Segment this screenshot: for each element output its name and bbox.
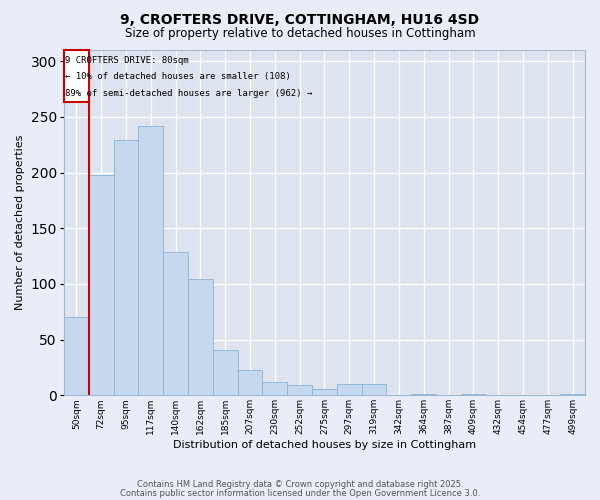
Text: Contains HM Land Registry data © Crown copyright and database right 2025.: Contains HM Land Registry data © Crown c… — [137, 480, 463, 489]
Text: Contains public sector information licensed under the Open Government Licence 3.: Contains public sector information licen… — [120, 489, 480, 498]
Bar — [262, 382, 287, 396]
Bar — [113, 140, 139, 396]
X-axis label: Distribution of detached houses by size in Cottingham: Distribution of detached houses by size … — [173, 440, 476, 450]
Y-axis label: Number of detached properties: Number of detached properties — [15, 135, 25, 310]
Bar — [188, 280, 213, 396]
Bar — [411, 394, 436, 396]
Bar — [213, 350, 238, 396]
Bar — [312, 388, 337, 396]
Text: 9 CROFTERS DRIVE: 80sqm: 9 CROFTERS DRIVE: 80sqm — [65, 56, 189, 64]
Bar — [238, 370, 262, 396]
Bar — [287, 386, 312, 396]
Bar — [337, 384, 362, 396]
Bar — [560, 394, 585, 396]
Bar — [89, 175, 113, 396]
Text: ← 10% of detached houses are smaller (108): ← 10% of detached houses are smaller (10… — [65, 72, 291, 82]
Bar — [461, 394, 486, 396]
Bar — [362, 384, 386, 396]
Text: Size of property relative to detached houses in Cottingham: Size of property relative to detached ho… — [125, 28, 475, 40]
Bar — [163, 252, 188, 396]
Bar — [64, 318, 89, 396]
Text: 89% of semi-detached houses are larger (962) →: 89% of semi-detached houses are larger (… — [65, 89, 313, 98]
FancyBboxPatch shape — [64, 50, 89, 102]
Bar — [139, 126, 163, 396]
Text: 9, CROFTERS DRIVE, COTTINGHAM, HU16 4SD: 9, CROFTERS DRIVE, COTTINGHAM, HU16 4SD — [121, 12, 479, 26]
